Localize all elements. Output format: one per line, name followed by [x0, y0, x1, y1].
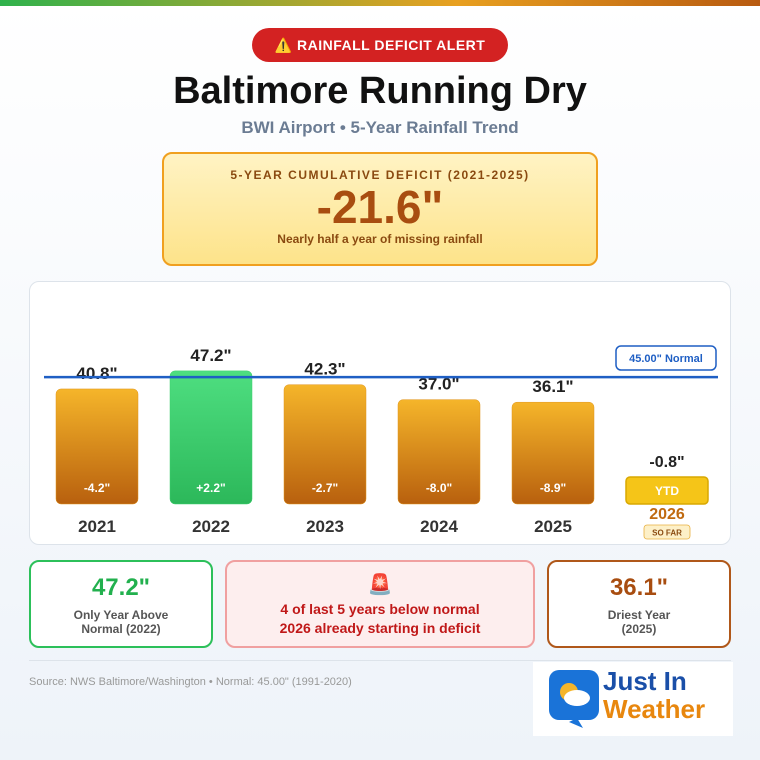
ytd-label: YTD — [655, 484, 679, 498]
stat-value: 36.1" — [609, 574, 669, 601]
logo-icon — [549, 670, 599, 728]
footer-rule — [29, 660, 731, 661]
logo-text: Weather — [603, 694, 706, 724]
alert-line: 4 of last 5 years below normal — [280, 601, 480, 617]
departure-label: -2.7" — [312, 481, 338, 495]
ytd-departure: -0.8" — [649, 454, 684, 471]
alert-icon: 🚨 — [367, 574, 393, 596]
bar — [511, 401, 595, 505]
value-label: 40.8" — [76, 364, 117, 383]
logo-text: Just In — [603, 666, 687, 696]
logo: Just In Weather — [533, 662, 733, 736]
departure-label: -4.2" — [84, 481, 110, 495]
x-tick-label: 2022 — [192, 517, 230, 536]
deficit-box: 5-YEAR CUMULATIVE DEFICIT (2021-2025) -2… — [162, 152, 598, 266]
stat-value: 47.2" — [91, 574, 151, 601]
normal-label: 45.00" Normal — [629, 353, 703, 365]
alert-card: 🚨 4 of last 5 years below normal 2026 al… — [225, 560, 535, 648]
ytd-tag: SO FAR — [652, 529, 682, 538]
x-tick-label: 2025 — [534, 517, 572, 536]
value-label: 37.0" — [418, 375, 459, 394]
stat-card: 47.2" Only Year Above Normal (2022) — [29, 560, 213, 648]
source: Source: NWS Baltimore/Washington • Norma… — [29, 676, 352, 688]
value-label: 42.3" — [304, 360, 345, 379]
bar — [283, 384, 367, 505]
x-tick-label: 2024 — [420, 517, 458, 536]
deficit-label: 5-YEAR CUMULATIVE DEFICIT (2021-2025) — [230, 168, 530, 182]
top-stripe — [0, 0, 760, 6]
bar — [169, 370, 253, 505]
bar — [55, 388, 139, 505]
subtitle: BWI Airport • 5-Year Rainfall Trend — [241, 118, 519, 137]
normal-label-box — [615, 345, 717, 371]
departure-label: -8.9" — [540, 481, 566, 495]
x-tick-label: 2021 — [78, 517, 116, 536]
chart-card: 40.8" -4.2" 2021 47.2" +2.2" 2022 42.3" -2.7" 20… — [29, 281, 731, 545]
ytd-tag-box — [643, 524, 691, 540]
chart: 40.8" -4.2" 2021 47.2" +2.2" 2022 42.3" -2.7" 20… — [44, 345, 718, 540]
deficit-note: Nearly half a year of missing rainfall — [277, 232, 483, 246]
x-tick-label: 2023 — [306, 517, 344, 536]
ytd-bar — [625, 476, 709, 505]
alert-badge: ⚠️ RAINFALL DEFICIT ALERT — [252, 28, 508, 62]
title: Baltimore Running Dry — [173, 70, 587, 112]
value-label: 36.1" — [532, 377, 573, 396]
stat-card: 36.1" Driest Year (2025) — [547, 560, 731, 648]
deficit-value: -21.6" — [316, 181, 444, 233]
value-label: 47.2" — [190, 346, 231, 365]
bar — [397, 399, 481, 505]
stat-label: Driest Year (2025) — [607, 608, 671, 636]
departure-label: +2.2" — [196, 481, 225, 495]
alert-line: 2026 already starting in deficit — [279, 620, 481, 636]
x-tick-label: 2026 — [649, 506, 685, 523]
departure-label: -8.0" — [426, 481, 452, 495]
stat-label: Only Year Above Normal (2022) — [73, 608, 169, 636]
